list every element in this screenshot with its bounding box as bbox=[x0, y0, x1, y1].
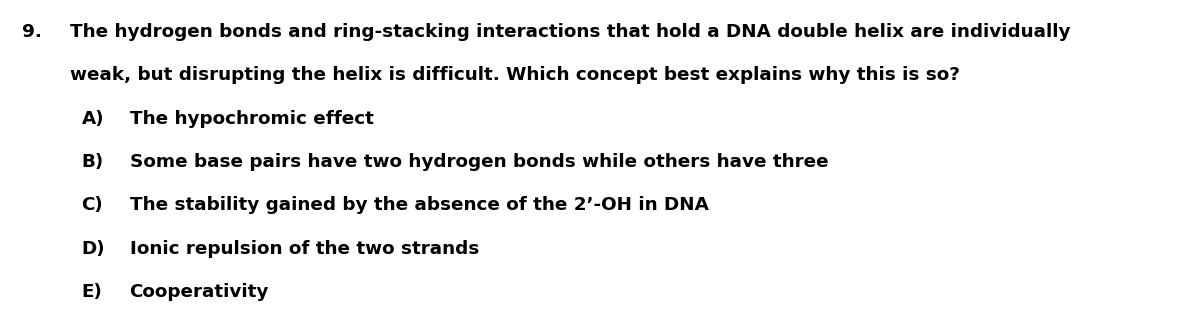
Text: E): E) bbox=[82, 283, 102, 301]
Text: 9.: 9. bbox=[22, 23, 42, 41]
Text: Cooperativity: Cooperativity bbox=[130, 283, 269, 301]
Text: Some base pairs have two hydrogen bonds while others have three: Some base pairs have two hydrogen bonds … bbox=[130, 153, 828, 171]
Text: D): D) bbox=[82, 240, 106, 258]
Text: C): C) bbox=[82, 196, 103, 214]
Text: The hydrogen bonds and ring-stacking interactions that hold a DNA double helix a: The hydrogen bonds and ring-stacking int… bbox=[70, 23, 1070, 41]
Text: Ionic repulsion of the two strands: Ionic repulsion of the two strands bbox=[130, 240, 479, 258]
Text: A): A) bbox=[82, 110, 104, 127]
Text: B): B) bbox=[82, 153, 104, 171]
Text: The stability gained by the absence of the 2’-OH in DNA: The stability gained by the absence of t… bbox=[130, 196, 708, 214]
Text: The hypochromic effect: The hypochromic effect bbox=[130, 110, 373, 127]
Text: weak, but disrupting the helix is difficult. Which concept best explains why thi: weak, but disrupting the helix is diffic… bbox=[70, 66, 960, 84]
